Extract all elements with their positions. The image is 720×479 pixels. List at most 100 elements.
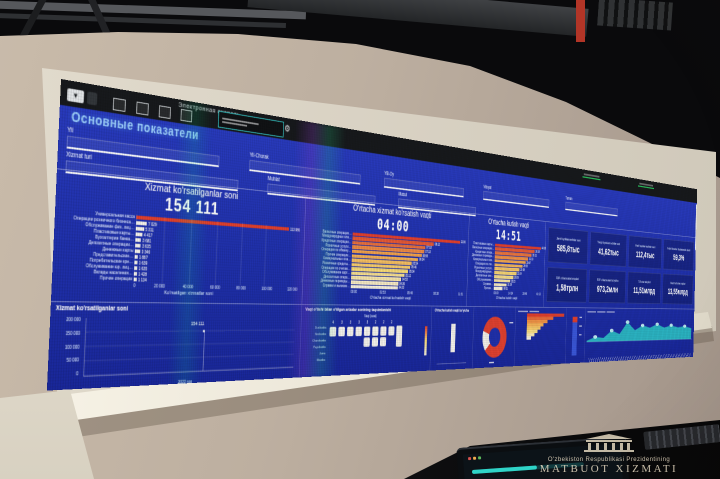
bar-value: 1 428 bbox=[138, 271, 148, 277]
bar-value: 3 635 bbox=[142, 243, 151, 249]
matrix-cell bbox=[363, 337, 370, 347]
kpi-grid: Jami foydalanuvchilar soni 585,8тыс Yangi … bbox=[546, 227, 694, 305]
matrix-column-value: 3 bbox=[366, 320, 369, 325]
matrix-row-label: Shanba bbox=[316, 357, 326, 362]
emblem-building-icon bbox=[584, 434, 634, 452]
matrix-column: 3 bbox=[355, 320, 363, 347]
panel-stacked-bar bbox=[564, 307, 586, 367]
kpi-label: Faol foydalanuvchilar soni bbox=[635, 243, 656, 250]
kpi-card: P2P o'tkazmalari bo'yicha 973,2млн bbox=[588, 269, 626, 304]
panel-donut bbox=[471, 306, 516, 372]
service-time-funnel-chart: Валютные операции… 11:06 Международные пла… bbox=[307, 228, 465, 291]
bar-label: Прочие… bbox=[483, 286, 494, 291]
panel-area-chart bbox=[583, 308, 695, 366]
bar-value: 4 417 bbox=[143, 232, 153, 238]
kpi-label: To'lovlar miqdori bbox=[638, 280, 651, 285]
matrix-row-label: Seshanba bbox=[314, 331, 327, 336]
kpi-value: 11,51млрд bbox=[633, 285, 656, 297]
axis-tick: 150 000 bbox=[65, 331, 81, 337]
bar-value: 1 134 bbox=[137, 277, 147, 283]
matrix-column-value: 3 bbox=[358, 320, 360, 326]
matrix-column: 2 bbox=[371, 320, 379, 347]
axis-tick: 200 000 bbox=[65, 318, 81, 324]
watermark-line1: O'zbekiston Respublikasi Prezidentining bbox=[547, 457, 671, 463]
kpi-value: 112,4тыс bbox=[635, 249, 655, 261]
axis-tick: 0 bbox=[133, 284, 136, 289]
kpi-value: 585,8тыс bbox=[556, 243, 580, 256]
bar-value: 44:38 bbox=[541, 246, 546, 251]
panel-trend: Xizmat ko'rsatilganlar soni 200 000 150 0… bbox=[47, 302, 302, 391]
kpi-label: P2P o'tkazmalari bo'yicha bbox=[597, 278, 619, 283]
bar-value: 1 635 bbox=[138, 265, 148, 271]
matrix-cell bbox=[338, 326, 346, 337]
axis-tick: 50 000 bbox=[66, 358, 79, 365]
x-axis-title: O'rtacha kutish vaqti bbox=[495, 295, 518, 301]
panel-title: O'rtacha kutish vaqti bo'yicha bbox=[434, 308, 470, 314]
stack-tick-marks bbox=[578, 316, 583, 336]
bar-track: 08:21 bbox=[493, 286, 541, 292]
mini-funnel-chart bbox=[517, 313, 565, 340]
gear-icon[interactable]: ⚙ bbox=[284, 123, 291, 135]
bar bbox=[526, 336, 532, 340]
bar-value: 3 681 bbox=[142, 237, 152, 244]
bar-label: Справки и выписки… bbox=[322, 283, 350, 289]
stacked-bar bbox=[571, 316, 578, 356]
data-point-line bbox=[202, 331, 205, 371]
bar-value: 04:33 bbox=[398, 286, 405, 290]
kpi-label: Mobil ilovadan foydalanish ulushi bbox=[667, 246, 691, 253]
matrix-column: 2 bbox=[379, 320, 387, 347]
kpi-value: 1,58трлн bbox=[556, 282, 579, 295]
window-button[interactable] bbox=[86, 91, 98, 106]
panel-title-marks bbox=[518, 309, 564, 313]
chart-icon[interactable] bbox=[158, 105, 171, 120]
bar-row bbox=[517, 336, 563, 340]
window-dropdown[interactable]: ▾ bbox=[66, 88, 85, 104]
axis-line bbox=[436, 362, 467, 365]
bar bbox=[135, 237, 142, 243]
axis-tick: 100 000 bbox=[64, 345, 80, 351]
bar bbox=[135, 226, 144, 232]
area-chart bbox=[586, 312, 692, 348]
axis-tick: 08:38 bbox=[433, 292, 439, 297]
matrix-column: 3 bbox=[346, 320, 354, 348]
bar bbox=[134, 254, 138, 260]
matrix-cell bbox=[346, 326, 354, 337]
kpi-value: 41,62тыс bbox=[598, 246, 619, 259]
wait-time-funnel-chart: Пластиковые карты… 44:38 Валютные операции… bbox=[471, 241, 546, 292]
rotated-axis-labels bbox=[588, 353, 692, 363]
panel-title: Vaqt o'tishi bilan o'tilgan arizalar son… bbox=[305, 307, 391, 313]
donut-chart bbox=[481, 316, 508, 359]
matrix-row-label: Chorshanba bbox=[312, 338, 326, 343]
bar-label: Прочие операции bbox=[99, 275, 133, 283]
kpi-card: Jami foydalanuvchilar soni 585,8тыс bbox=[547, 227, 589, 265]
layers-icon[interactable] bbox=[136, 101, 149, 116]
matrix-row-label: Payshanba bbox=[313, 344, 326, 349]
matrix-cell bbox=[380, 326, 387, 336]
kpi-card: Faol foydalanuvchilar soni 112,4тыс bbox=[628, 235, 662, 270]
bar bbox=[134, 249, 141, 254]
trend-plot: 154 111 bbox=[83, 318, 296, 377]
bar bbox=[133, 271, 137, 276]
bar bbox=[135, 220, 147, 226]
taskbar-tab[interactable] bbox=[638, 182, 654, 190]
matrix-row-label: Dushanba bbox=[315, 325, 327, 330]
status-dots bbox=[467, 456, 482, 461]
matrix-plot: Dushanba Seshanba Chorshanba Payshanba Juma S… bbox=[303, 320, 428, 368]
bar-value: 1 887 bbox=[138, 254, 148, 260]
matrix-column: 2 bbox=[388, 320, 395, 347]
axis-tick: 00:00 bbox=[350, 290, 358, 295]
grid-icon[interactable] bbox=[112, 97, 126, 112]
matrix-cell bbox=[329, 326, 337, 337]
donut-label-mark bbox=[509, 322, 514, 324]
data-point-label: 154 111 bbox=[190, 321, 205, 327]
axis-tick: 0 bbox=[75, 372, 79, 378]
kpi-label: P2P o'tkazmalari miqdori bbox=[556, 276, 579, 282]
table-icon[interactable] bbox=[180, 108, 193, 123]
bar bbox=[134, 265, 138, 271]
ceiling-vent bbox=[597, 0, 673, 31]
axis-tick: 100 000 bbox=[261, 287, 273, 292]
taskbar-tab[interactable] bbox=[582, 173, 601, 181]
matrix-cell bbox=[363, 326, 371, 336]
matrix-column-value: 3 bbox=[349, 320, 352, 326]
